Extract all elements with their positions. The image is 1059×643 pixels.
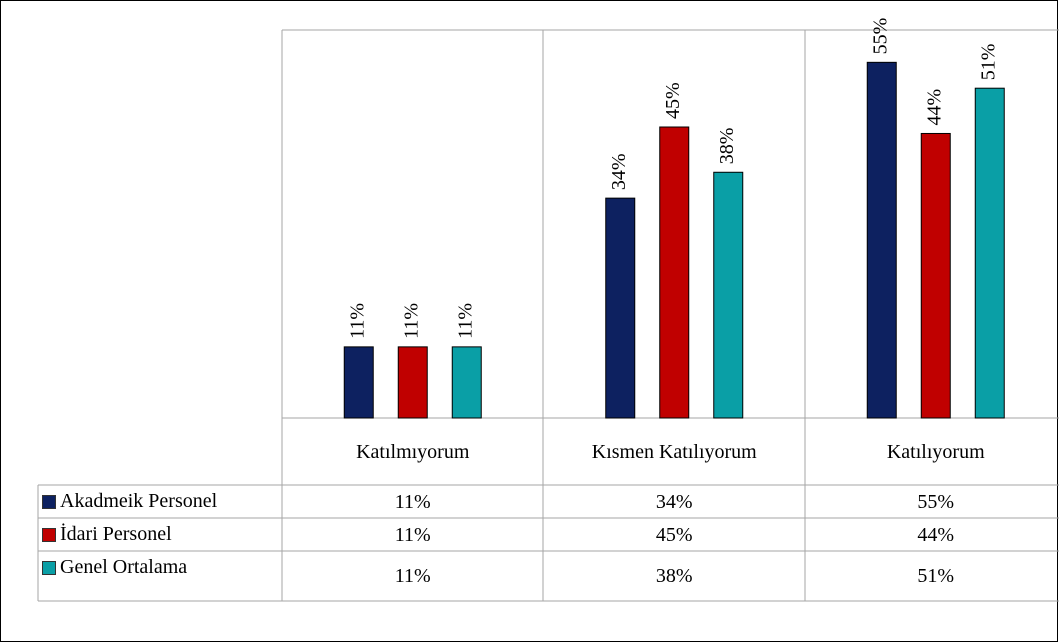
table-cell-text: 11% (394, 523, 431, 546)
data-label: 11% (346, 303, 368, 339)
bar (659, 126, 690, 419)
table-cell: 38% (544, 551, 806, 601)
data-label: 38% (716, 128, 738, 165)
bar (713, 171, 744, 419)
category-label: Kısmen Katılıyorum (544, 418, 806, 485)
table-cell: 45% (544, 518, 806, 551)
bar (397, 346, 428, 419)
table-cell-text: 34% (655, 490, 693, 513)
category-label-text: Katılıyorum (886, 440, 985, 463)
table-cell: 11% (282, 518, 544, 551)
data-label: 34% (608, 153, 630, 190)
legend-entry: Akadmeik Personel (42, 485, 282, 518)
bar (920, 132, 951, 419)
legend-entry: Genel Ortalama (42, 551, 282, 584)
data-label: 55% (869, 18, 891, 55)
table-cell-text: 55% (917, 490, 955, 513)
bar (974, 87, 1005, 419)
data-label: 45% (662, 82, 684, 119)
data-label: 44% (923, 89, 945, 126)
legend-label: Akadmeik Personel (60, 490, 218, 512)
legend-entry: İdari Personel (42, 518, 282, 551)
data-label: 11% (400, 303, 422, 339)
bar (451, 346, 482, 419)
table-cell-text: 38% (655, 565, 693, 587)
category-label-text: Kısmen Katılıyorum (591, 440, 757, 463)
table-cell-text: 11% (394, 565, 431, 587)
legend-key (42, 527, 56, 542)
legend-key (42, 494, 56, 509)
table-cell-text: 11% (394, 490, 431, 513)
table-cell: 55% (805, 485, 1059, 518)
category-label: Katılmıyorum (282, 418, 544, 485)
table-cell-text: 51% (917, 565, 955, 587)
bar (605, 197, 636, 419)
legend-label: Genel Ortalama (60, 556, 188, 578)
legend-key (42, 560, 56, 575)
category-label-text: Katılmıyorum (356, 440, 470, 463)
bar (343, 346, 374, 419)
table-cell: 11% (282, 485, 544, 518)
data-label: 11% (454, 303, 476, 339)
category-label: Katılıyorum (805, 418, 1059, 485)
table-cell: 34% (544, 485, 806, 518)
table-cell: 51% (805, 551, 1059, 601)
table-cell: 44% (805, 518, 1059, 551)
table-cell: 11% (282, 551, 544, 601)
table-cell-text: 44% (917, 523, 955, 546)
legend-label: İdari Personel (60, 523, 172, 545)
table-cell-text: 45% (655, 523, 693, 546)
data-label: 51% (977, 44, 999, 81)
bar (866, 61, 897, 419)
